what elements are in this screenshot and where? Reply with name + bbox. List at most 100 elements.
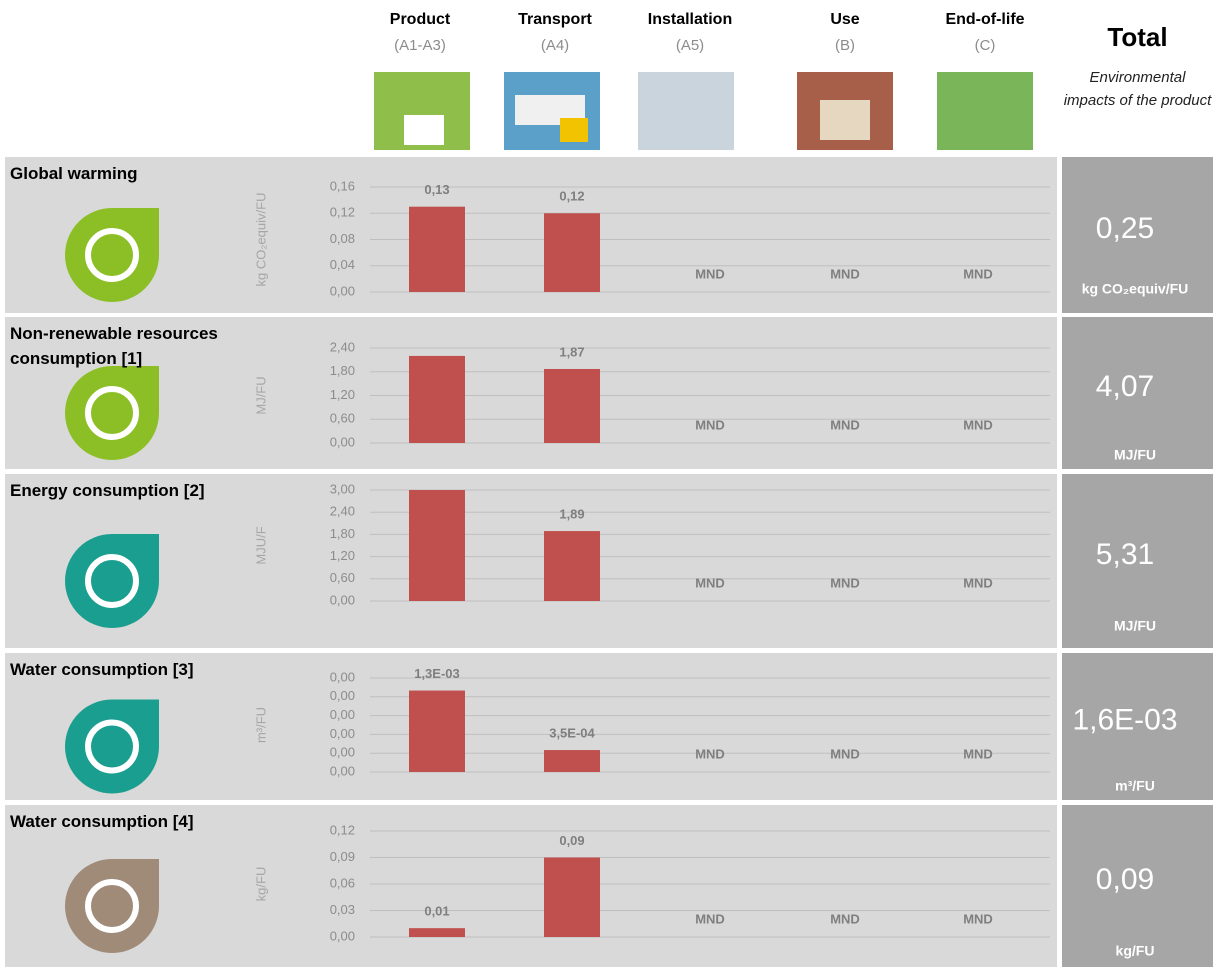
stage-name: End-of-life	[945, 11, 1024, 28]
y-tick-label: 0,00	[330, 763, 355, 778]
total-value: 0,09	[1096, 863, 1154, 896]
stage-code: (A4)	[541, 37, 569, 54]
stage-images	[374, 72, 1033, 150]
bar	[544, 750, 600, 772]
row-title: Non-renewable resources consumption [1]	[10, 321, 260, 371]
category-icon	[65, 208, 159, 302]
y-tick-label: 1,80	[330, 363, 355, 378]
total-value: 5,31	[1096, 538, 1154, 571]
stage-name: Use	[830, 11, 859, 28]
stage-name: Installation	[648, 11, 732, 28]
total-title: Total	[1062, 22, 1213, 53]
y-tick-label: 0,03	[330, 902, 355, 917]
y-tick-label: 0,00	[330, 707, 355, 722]
value-label: MND	[830, 911, 860, 926]
stage-code: (B)	[835, 37, 855, 54]
value-label: 3,5E-04	[549, 726, 595, 741]
bar	[409, 691, 465, 772]
value-label: MND	[830, 417, 860, 432]
y-axis-title: MJ/FU	[253, 376, 268, 414]
stage-code: (C)	[975, 37, 996, 54]
y-tick-label: 0,00	[330, 928, 355, 943]
total-subtitle: Environmental impacts of the product	[1062, 66, 1213, 112]
stage-image	[638, 72, 734, 150]
value-label: MND	[830, 746, 860, 761]
row-title: Water consumption [3]	[10, 657, 260, 682]
value-label: MND	[695, 417, 725, 432]
y-tick-label: 2,40	[330, 504, 355, 519]
total-unit: MJ/FU	[1114, 618, 1156, 634]
category-icon	[65, 534, 159, 628]
y-tick-label: 0,12	[330, 822, 355, 837]
total-unit: kg/FU	[1116, 943, 1155, 959]
bar	[544, 213, 600, 292]
bar	[409, 356, 465, 443]
y-tick-label: 0,00	[330, 592, 355, 607]
y-tick-label: 1,20	[330, 548, 355, 563]
total-unit: MJ/FU	[1114, 447, 1156, 463]
bar	[544, 858, 600, 938]
y-tick-label: 0,00	[330, 688, 355, 703]
y-axis-title: kg/FU	[253, 867, 268, 902]
category-icon	[65, 859, 159, 953]
y-tick-label: 0,00	[330, 669, 355, 684]
stage-image-detail	[560, 118, 588, 142]
total-value: 0,25	[1096, 212, 1154, 245]
bar	[544, 531, 600, 601]
total-unit: m³/FU	[1115, 778, 1155, 794]
y-tick-label: 0,06	[330, 875, 355, 890]
stage-name: Transport	[518, 11, 592, 28]
value-label: 1,87	[559, 344, 584, 359]
value-label: MND	[695, 911, 725, 926]
value-label: 1,89	[559, 507, 584, 522]
y-axis-title: m³/FU	[253, 707, 268, 743]
y-tick-label: 0,08	[330, 231, 355, 246]
y-tick-label: 0,16	[330, 178, 355, 193]
infographic: Product (A1-A3) Transport (A4) Installation (…	[0, 0, 1213, 971]
stage-code: (A5)	[676, 37, 704, 54]
y-tick-label: 0,60	[330, 570, 355, 585]
value-label: MND	[695, 575, 725, 590]
value-label: MND	[830, 575, 860, 590]
value-label: 0,12	[559, 189, 584, 204]
stage-code: (A1-A3)	[394, 37, 446, 54]
y-tick-label: 0,00	[330, 726, 355, 741]
y-tick-label: 0,60	[330, 411, 355, 426]
y-tick-label: 0,12	[330, 205, 355, 220]
value-label: MND	[963, 746, 993, 761]
y-tick-label: 0,09	[330, 849, 355, 864]
total-unit: kg CO₂equiv/FU	[1082, 281, 1189, 297]
stage-image	[937, 72, 1033, 150]
value-label: MND	[695, 266, 725, 281]
value-label: 0,13	[424, 182, 449, 197]
y-axis-title: MJU/F	[253, 526, 268, 564]
bar	[409, 207, 465, 292]
value-label: MND	[963, 911, 993, 926]
stage-name: Product	[390, 11, 451, 28]
bar	[409, 474, 465, 601]
bar	[544, 369, 600, 443]
total-value: 4,07	[1096, 370, 1154, 403]
value-label: 1,3E-03	[414, 666, 460, 681]
value-label: 0,01	[424, 904, 449, 919]
y-tick-label: 0,00	[330, 283, 355, 298]
total-value: 1,6E-03	[1072, 703, 1177, 736]
value-label: MND	[695, 746, 725, 761]
stage-image-detail	[820, 100, 870, 140]
y-tick-label: 3,00	[330, 481, 355, 496]
value-label: MND	[963, 575, 993, 590]
category-icon	[65, 700, 159, 794]
value-label: MND	[963, 266, 993, 281]
value-label: 0,09	[559, 833, 584, 848]
y-axis-title: kg CO₂equiv/FU	[253, 193, 268, 287]
y-tick-label: 1,20	[330, 387, 355, 402]
y-tick-label: 0,00	[330, 745, 355, 760]
row-title: Global warming	[10, 161, 260, 186]
bar	[409, 928, 465, 937]
y-tick-label: 2,40	[330, 339, 355, 354]
row-title: Water consumption [4]	[10, 809, 260, 834]
stage-image-detail	[404, 115, 444, 145]
row-title: Energy consumption [2]	[10, 478, 260, 503]
value-label: MND	[830, 266, 860, 281]
y-tick-label: 1,80	[330, 526, 355, 541]
